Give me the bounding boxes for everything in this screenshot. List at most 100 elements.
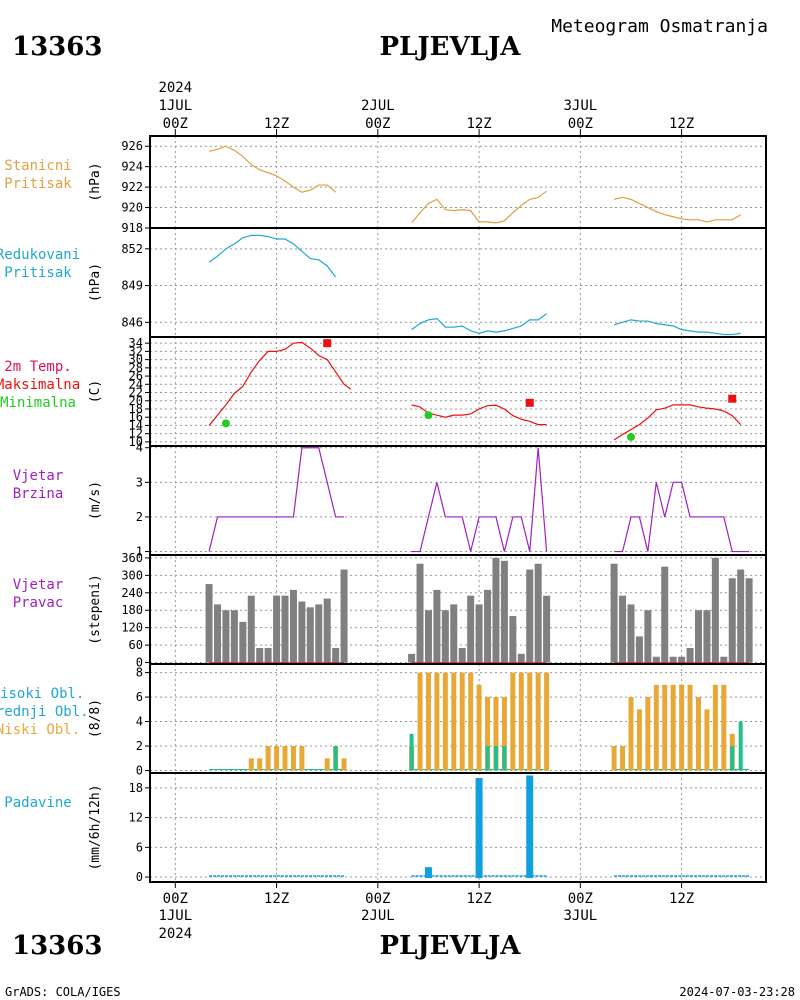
direction-bar — [711, 557, 719, 663]
low-cloud-bar — [434, 672, 440, 771]
plot-area — [209, 672, 750, 771]
direction-bar — [703, 610, 711, 663]
ytick-label: 918 — [121, 221, 143, 235]
bottom-tick-label: 12Z — [466, 891, 491, 907]
ytick-label: 8 — [136, 666, 143, 680]
low-cloud-bar — [299, 746, 305, 771]
series-line — [411, 313, 547, 334]
panel-label: Minimalna — [0, 395, 76, 411]
ytick-label: 360 — [121, 551, 143, 565]
series-line — [208, 145, 337, 193]
bottom-tick-label: 00Z — [568, 891, 593, 907]
bottom-tick-label: 00Z — [163, 891, 188, 907]
series-line — [411, 190, 547, 224]
mid-cloud-bar — [730, 746, 735, 771]
ytick-label: 18 — [129, 781, 143, 795]
direction-bar — [298, 601, 306, 663]
max-point — [728, 394, 737, 403]
series-line — [411, 404, 547, 426]
direction-bar — [323, 598, 331, 663]
series-line — [411, 447, 548, 553]
top-tick-label: 00Z — [163, 116, 188, 132]
panel-label: Srednji Obl. — [0, 704, 89, 720]
low-cloud-bar — [535, 672, 541, 771]
ytick-label: 0 — [136, 656, 143, 670]
ytick-label: 120 — [121, 621, 143, 635]
precip-bar — [424, 867, 432, 879]
low-cloud-bar — [620, 746, 626, 771]
panels: 918920922924926(hPa)StanicniPritisak8468… — [0, 135, 767, 884]
panel-frame — [149, 336, 767, 447]
low-cloud-bar — [290, 746, 296, 771]
panel-label: Redukovani — [0, 247, 80, 263]
ytick-label: 6 — [136, 840, 143, 854]
top-tick-label: 12Z — [669, 116, 694, 132]
panel-wind_direction: 0 60 120 180 240 300 360 (stepeni) Vjetar Pravac — [13, 551, 767, 670]
direction-bar — [408, 653, 416, 663]
low-cloud-bar — [257, 758, 263, 771]
direction-bar — [644, 610, 652, 663]
low-cloud-bar — [248, 758, 254, 771]
low-cloud-bar — [501, 697, 507, 771]
ytick-label: 6 — [136, 690, 143, 704]
top-tick-label: 00Z — [568, 116, 593, 132]
min-point — [626, 432, 635, 441]
panel-label: Pritisak — [4, 265, 72, 281]
low-cloud-bar — [442, 672, 448, 771]
ytick-label: 60 — [129, 638, 143, 652]
low-cloud-bar — [476, 684, 482, 771]
direction-bar — [492, 557, 500, 663]
panel-clouds: 0 2 4 6 8 (8/8) Visoki Obl. Srednji Obl. Niski O… — [0, 663, 767, 778]
direction-bar — [526, 569, 534, 663]
direction-bar — [230, 610, 238, 663]
direction-bar — [728, 578, 736, 663]
ytick-label: 240 — [121, 586, 143, 600]
direction-bar — [500, 560, 508, 663]
plot-area — [208, 145, 741, 224]
panel-frame — [149, 445, 767, 556]
panel-label: Pritisak — [4, 176, 72, 192]
ytick-label: 12 — [129, 811, 143, 825]
panel-label: Vjetar — [13, 577, 64, 593]
panel-label: Padavine — [4, 795, 71, 811]
top-time-axis: 00Z 1JUL 2024 12Z 00Z 2JUL 12Z 00Z 3JUL 12Z — [158, 80, 694, 136]
mid-cloud-bar — [485, 746, 490, 771]
station-id-bottom: 13363 — [12, 931, 102, 961]
ytick-label: 3 — [136, 475, 143, 489]
direction-bar — [610, 563, 618, 663]
ytick-label: 4 — [136, 441, 143, 455]
low-cloud-bar — [468, 672, 474, 771]
low-cloud-bar — [687, 684, 693, 771]
direction-bar — [273, 595, 281, 663]
plot-area — [208, 447, 750, 553]
ytick-label: 2 — [136, 510, 143, 524]
unit-label: (hPa) — [88, 162, 103, 201]
ytick-label: 0 — [136, 764, 143, 778]
precip-bar — [526, 775, 534, 879]
series-line — [208, 234, 337, 278]
max-point — [323, 339, 332, 348]
plot-area — [208, 234, 741, 336]
low-cloud-bar — [493, 697, 499, 771]
direction-bar — [661, 566, 669, 663]
direction-bar — [652, 656, 660, 663]
station-name-top: PLJEVLJA — [380, 32, 522, 62]
direction-bar — [205, 584, 213, 663]
direction-bar — [239, 621, 247, 663]
low-cloud-bar — [510, 672, 516, 771]
bottom-date-label: 3JUL — [563, 908, 597, 924]
low-cloud-bar — [417, 672, 423, 771]
ytick-label: 0 — [136, 870, 143, 884]
direction-bar — [720, 656, 728, 663]
series-line — [613, 319, 741, 336]
ytick-label: 849 — [121, 279, 143, 293]
low-cloud-bar — [653, 684, 659, 771]
low-cloud-bar — [544, 672, 550, 771]
top-date-label: 1JUL — [158, 98, 192, 114]
bottom-tick-label: 00Z — [365, 891, 390, 907]
low-cloud-bar — [265, 746, 271, 771]
series-line — [208, 341, 352, 426]
direction-bar — [416, 563, 424, 663]
direction-bar — [247, 595, 255, 663]
direction-bar — [475, 604, 483, 663]
